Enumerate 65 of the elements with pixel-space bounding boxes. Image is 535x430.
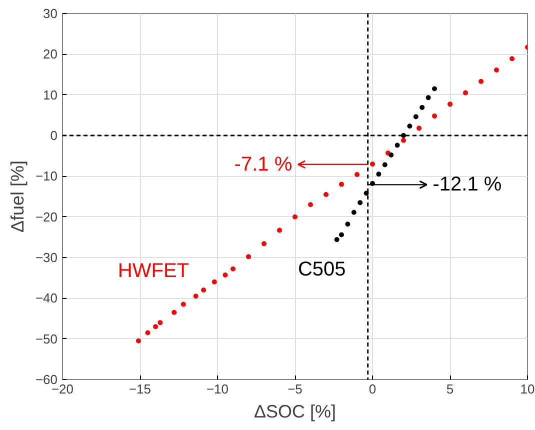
point <box>494 68 499 73</box>
point <box>172 310 177 315</box>
point <box>463 90 468 96</box>
x-tick-label: −5 <box>288 382 302 396</box>
point <box>413 114 418 120</box>
point <box>277 228 282 233</box>
x-tick-label: −15 <box>128 382 152 396</box>
point <box>339 182 344 187</box>
y-tick-label: −50 <box>35 331 58 346</box>
point <box>420 104 425 110</box>
series-label: HWFET <box>118 260 189 282</box>
point <box>394 142 400 148</box>
point <box>339 232 344 238</box>
point <box>432 86 437 92</box>
point <box>212 279 217 284</box>
point <box>136 338 141 344</box>
point <box>153 324 158 330</box>
y-tick-label: −10 <box>35 168 58 184</box>
point <box>432 113 437 118</box>
x-tick-label: 5 <box>446 382 454 396</box>
point <box>145 330 150 336</box>
x-tick-label: −10 <box>206 382 229 396</box>
point <box>401 133 406 138</box>
y-axis-title: Δfuel [%] <box>7 160 28 233</box>
y-tick-label: −20 <box>35 209 58 224</box>
y-tick-label: 20 <box>43 46 58 62</box>
point <box>426 95 431 100</box>
y-tick-label: −60 <box>35 372 58 387</box>
point <box>193 294 198 299</box>
point <box>388 152 394 158</box>
point <box>351 210 356 215</box>
point <box>478 78 484 84</box>
point <box>246 254 251 260</box>
x-tick-label: 10 <box>520 382 535 396</box>
point <box>376 172 382 177</box>
series-label: C505 <box>298 258 346 281</box>
point <box>158 320 163 326</box>
annotation: -7.1 % <box>234 153 292 176</box>
point <box>262 241 266 246</box>
point <box>201 288 206 293</box>
point <box>222 272 228 278</box>
point <box>230 266 236 272</box>
point <box>407 124 412 129</box>
y-tick-label: −30 <box>35 250 58 265</box>
point <box>292 214 298 220</box>
y-tick-label: 30 <box>43 6 58 21</box>
point <box>354 172 360 178</box>
y-tick-label: 0 <box>50 128 58 143</box>
point <box>510 56 514 62</box>
point <box>334 237 340 242</box>
point <box>448 102 452 107</box>
annotation: -12.1 % <box>432 174 502 196</box>
point <box>345 222 350 227</box>
point <box>324 192 328 197</box>
point <box>358 200 363 206</box>
x-tick-label: 0 <box>368 382 376 396</box>
point <box>382 162 388 168</box>
point <box>370 161 375 166</box>
point <box>401 138 406 143</box>
y-tick-label: 10 <box>43 87 58 102</box>
y-tick-label: −40 <box>35 290 58 306</box>
point <box>180 302 186 307</box>
point <box>308 202 313 208</box>
point <box>416 126 422 131</box>
x-axis-title: ΔSOC [%] <box>254 402 336 422</box>
